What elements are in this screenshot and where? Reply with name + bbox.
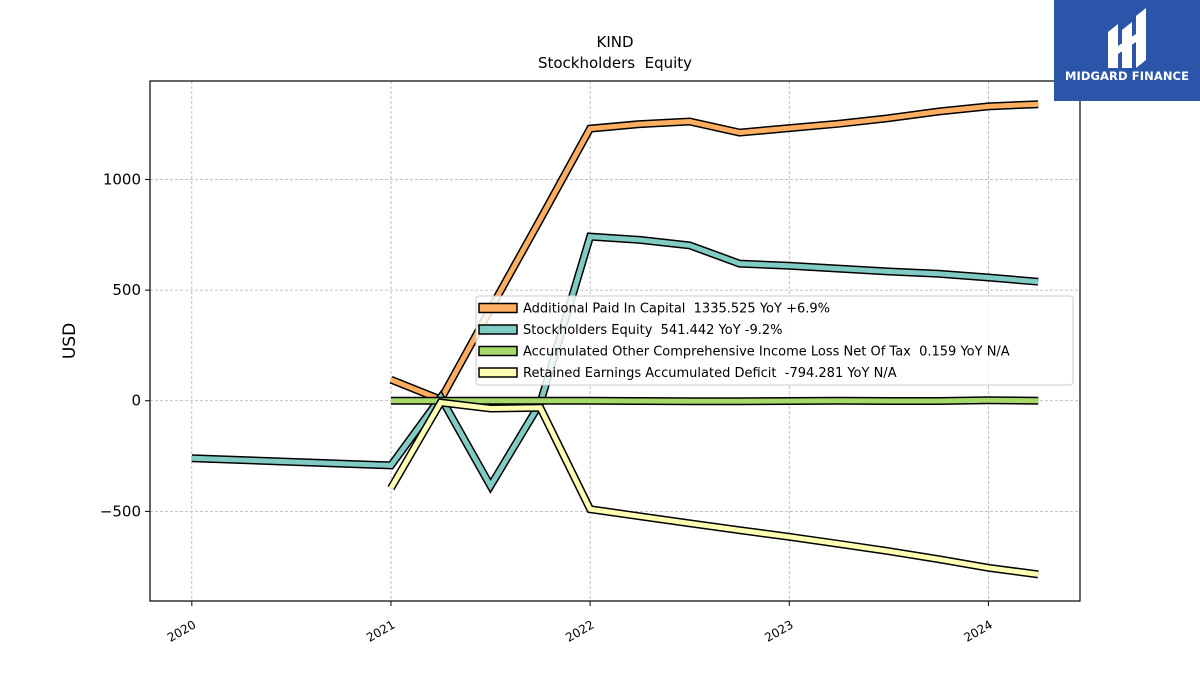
y-axis-label: USD [60, 323, 80, 359]
x-tick-label: 2020 [165, 617, 198, 644]
series-lines [191, 100, 1039, 579]
axis-ticks: 2020 2021 2022 2023 2024 1000 500 0 −500 [100, 170, 995, 644]
legend-swatch [478, 324, 518, 335]
series-line [391, 397, 1039, 404]
series-line [390, 101, 1039, 403]
legend-label: Accumulated Other Comprehensive Income L… [523, 345, 1010, 360]
y-tick-label: −500 [100, 502, 141, 520]
legend-swatch [478, 302, 518, 314]
legend-swatch [478, 367, 518, 378]
y-tick-label: 500 [112, 281, 141, 299]
chart-title: KIND [596, 33, 633, 51]
series-line [191, 233, 1039, 491]
legend-swatch [478, 345, 518, 357]
legend-box [475, 295, 1074, 386]
y-tick-label: 0 [131, 392, 141, 410]
legend-label: Stockholders Equity 541.442 YoY -9.2% [523, 323, 783, 338]
legend-label: Retained Earnings Accumulated Deficit -7… [523, 366, 897, 381]
legend-label: Additional Paid In Capital 1335.525 YoY … [523, 302, 830, 317]
midgard-logo-icon [1108, 8, 1146, 68]
y-tick-label: 1000 [103, 170, 141, 188]
x-tick-label: 2021 [364, 617, 397, 644]
brand-name: MIDGARD FINANCE [1064, 69, 1190, 83]
brand-logo: MIDGARD FINANCE [1054, 0, 1200, 101]
legend: Additional Paid In Capital 1335.525 YoY … [475, 295, 1074, 386]
series-line [388, 399, 1039, 577]
x-tick-label: 2024 [961, 617, 994, 644]
plot-frame [149, 80, 1081, 602]
x-tick-label: 2023 [762, 617, 795, 644]
x-tick-label: 2022 [563, 617, 596, 644]
chart-subtitle: Stockholders Equity [538, 54, 692, 72]
